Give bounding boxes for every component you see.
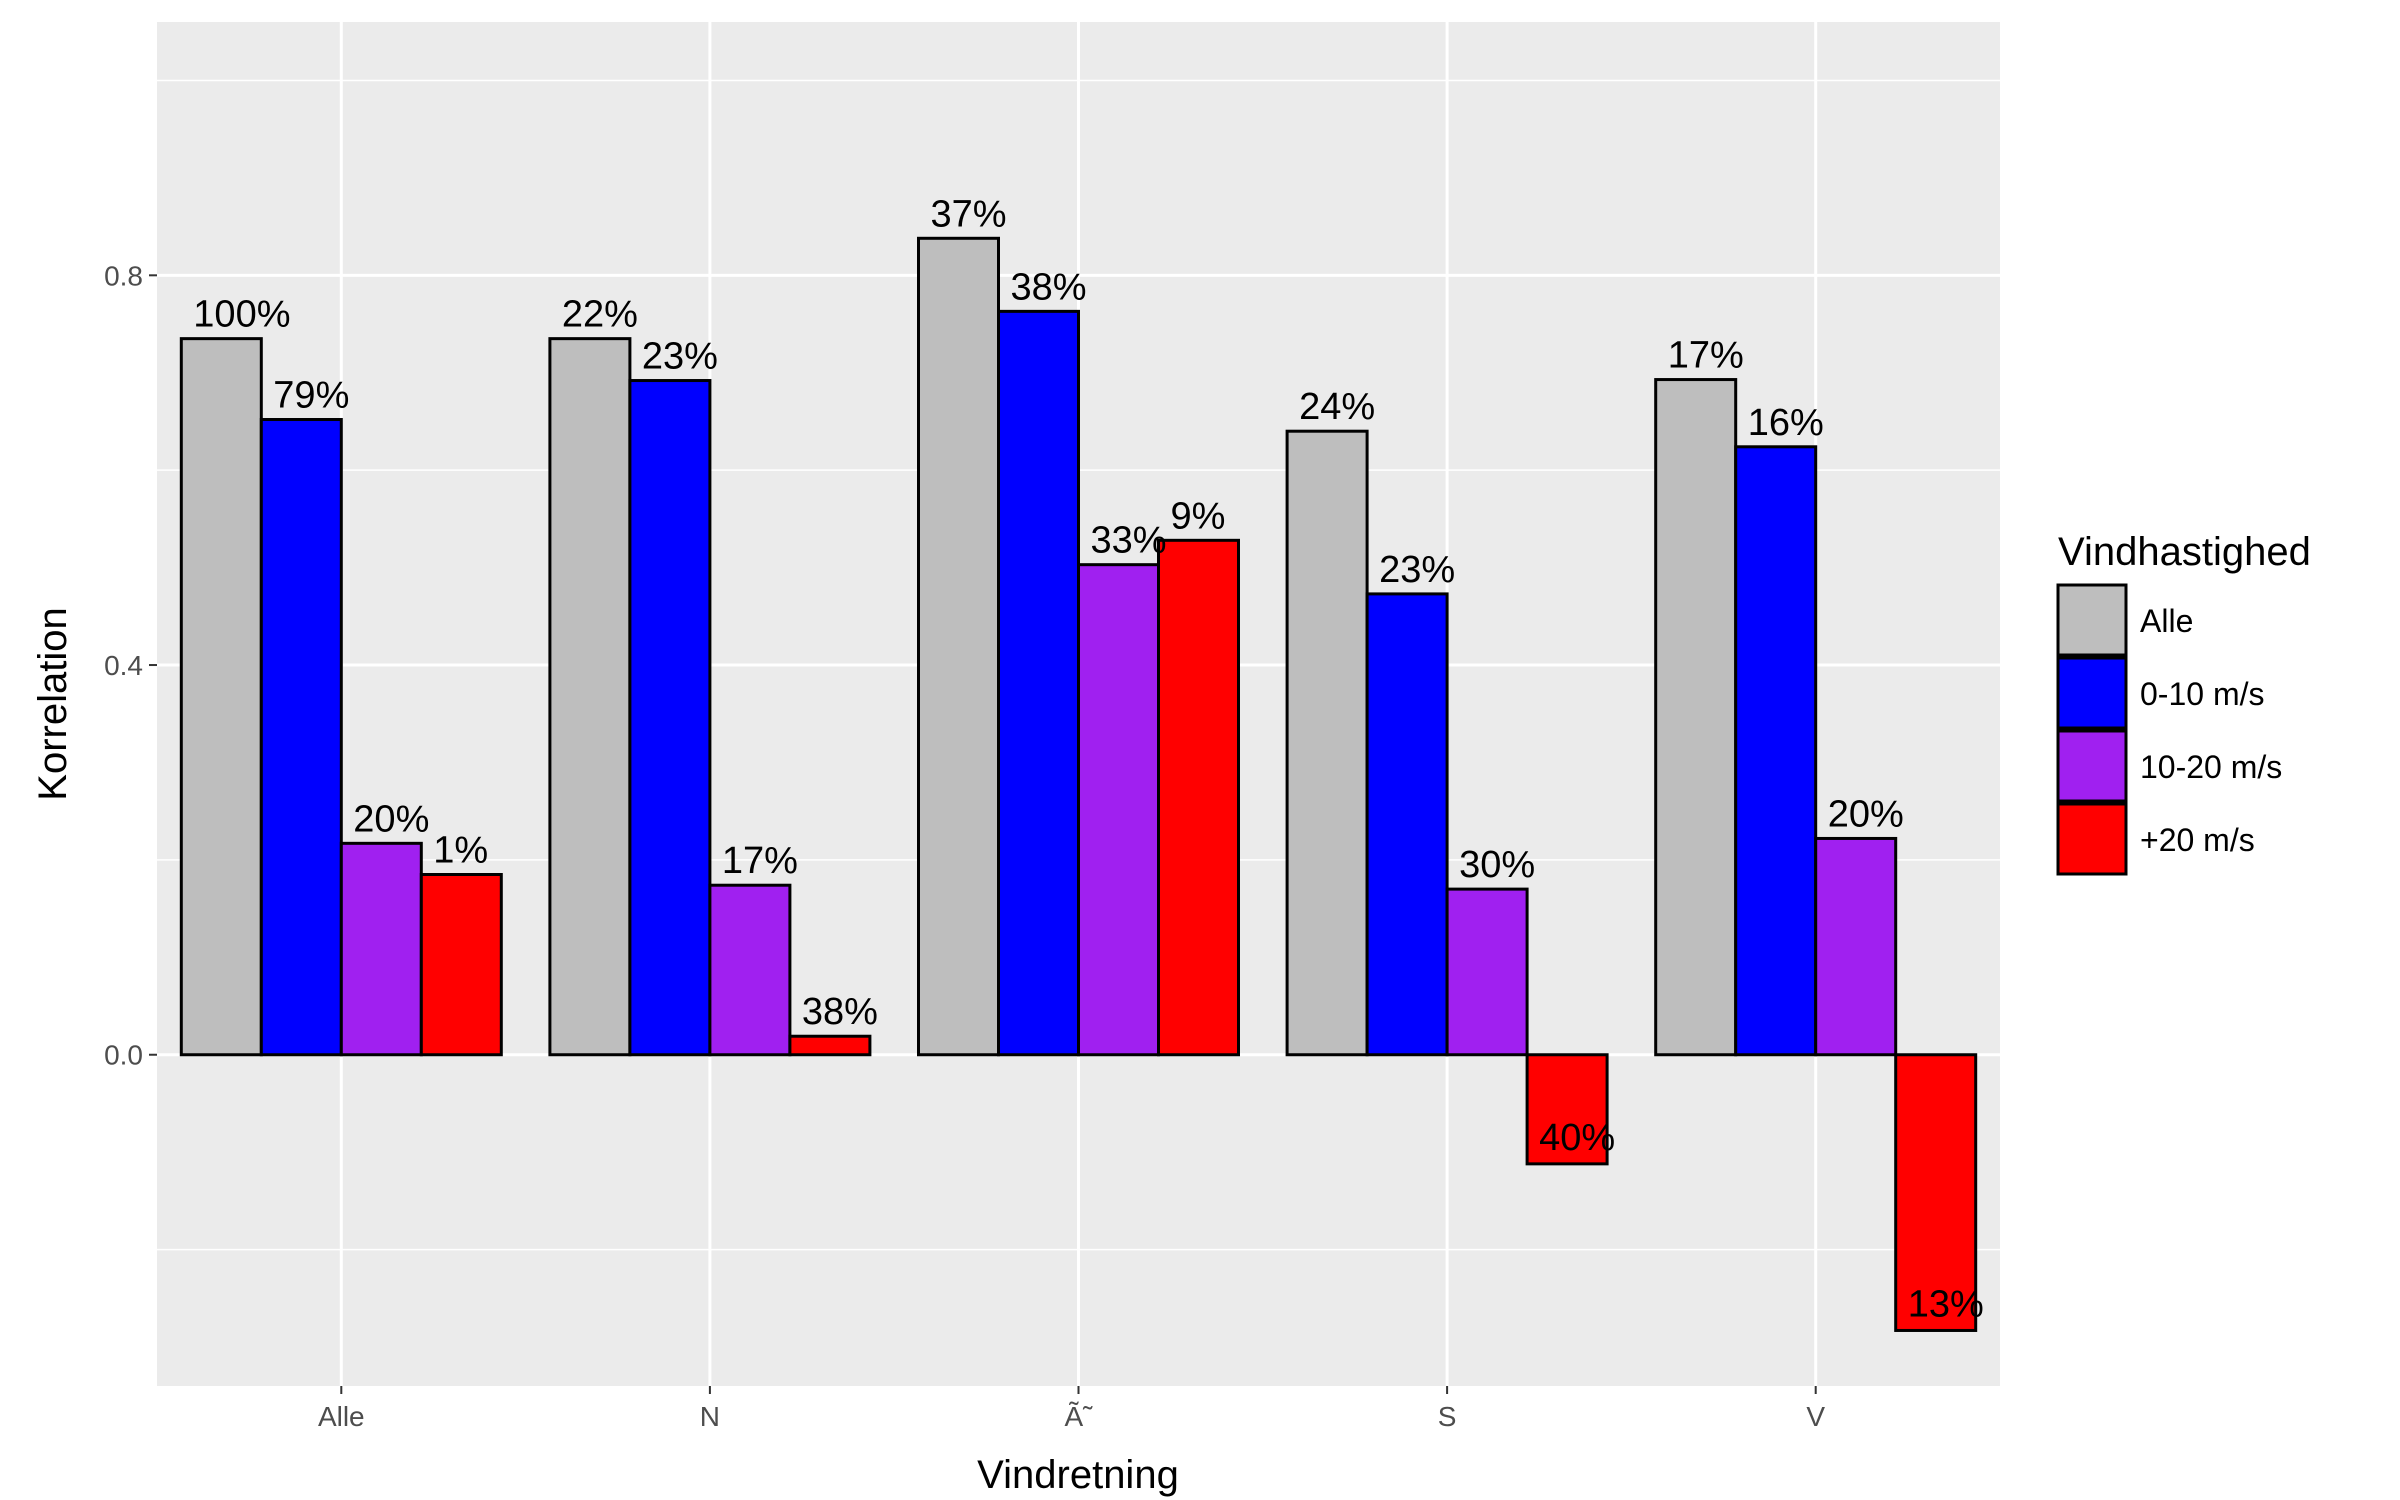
bar: [339, 841, 423, 1057]
bar: [1077, 563, 1160, 1057]
bar: [788, 1034, 872, 1057]
bar: [1894, 1053, 1978, 1332]
bar-data-label: 17%: [1668, 335, 1744, 377]
x-axis: Alle N Ã˜ S V: [318, 1386, 1825, 1432]
bar-data-label: 37%: [931, 193, 1007, 235]
y-axis: 0.0 0.4 0.8: [104, 260, 157, 1071]
y-tick-label: 0.8: [104, 260, 143, 291]
legend-label: 0-10 m/s: [2140, 676, 2264, 712]
legend-label: +20 m/s: [2140, 822, 2255, 858]
bar-data-label: 38%: [1011, 266, 1087, 308]
bar: [1157, 538, 1240, 1057]
bar-data-label: 20%: [353, 798, 429, 840]
bar-data-label: 23%: [1379, 549, 1455, 591]
bar: [997, 309, 1080, 1057]
data-labels: 100% 22% 37% 24% 17% 79% 23% 38% 23% 16% 20% 17% 33%…: [193, 193, 1983, 1325]
legend-label: 10-20 m/s: [2140, 749, 2282, 785]
y-tick-label: 0.0: [104, 1040, 143, 1071]
bar-data-label: 79%: [273, 375, 349, 417]
legend-title: Vindhastighed: [2058, 530, 2311, 574]
x-tick-label: Ã˜: [1065, 1401, 1094, 1432]
bar-data-label: 22%: [562, 294, 638, 336]
legend-key: [2056, 583, 2128, 657]
legend: Vindhastighed Alle 0-10 m/s 10-20 m/s +20 m…: [2056, 530, 2311, 876]
y-axis-title: Korrelation: [31, 607, 75, 800]
bar: [179, 337, 263, 1057]
bar: [259, 418, 343, 1057]
bar-data-label: 40%: [1539, 1117, 1615, 1159]
bar: [1814, 836, 1898, 1057]
bar: [628, 379, 712, 1057]
bar: [1525, 1053, 1609, 1166]
bar: [1654, 378, 1738, 1057]
bar-data-label: 16%: [1748, 402, 1824, 444]
bar: [419, 873, 503, 1057]
x-tick-label: V: [1806, 1401, 1825, 1432]
bars: [179, 236, 1978, 1332]
legend-key: [2056, 729, 2128, 803]
bar-data-label: 30%: [1459, 844, 1535, 886]
bar: [1734, 445, 1818, 1057]
bar: [1365, 592, 1449, 1057]
bar: [548, 337, 632, 1057]
bar: [917, 236, 1000, 1057]
bar: [1445, 887, 1529, 1057]
bar-data-label: 33%: [1091, 520, 1167, 562]
bar-data-label: 100%: [193, 294, 290, 336]
bar-data-label: 38%: [802, 991, 878, 1033]
bar: [708, 883, 792, 1057]
bar: [1285, 429, 1369, 1057]
legend-key: [2056, 656, 2128, 730]
bar-data-label: 9%: [1171, 495, 1226, 537]
x-tick-label: Alle: [318, 1401, 365, 1432]
legend-key: [2056, 802, 2128, 876]
legend-label: Alle: [2140, 603, 2193, 639]
bar-data-label: 1%: [433, 830, 488, 872]
y-tick-label: 0.4: [104, 650, 143, 681]
bar-data-label: 17%: [722, 840, 798, 882]
x-axis-title: Vindretning: [977, 1453, 1179, 1497]
bar-data-label: 20%: [1828, 793, 1904, 835]
x-tick-label: S: [1438, 1401, 1457, 1432]
bar-data-label: 13%: [1908, 1283, 1984, 1325]
bar-data-label: 23%: [642, 336, 718, 378]
x-tick-label: N: [700, 1401, 720, 1432]
bar-data-label: 24%: [1299, 386, 1375, 428]
